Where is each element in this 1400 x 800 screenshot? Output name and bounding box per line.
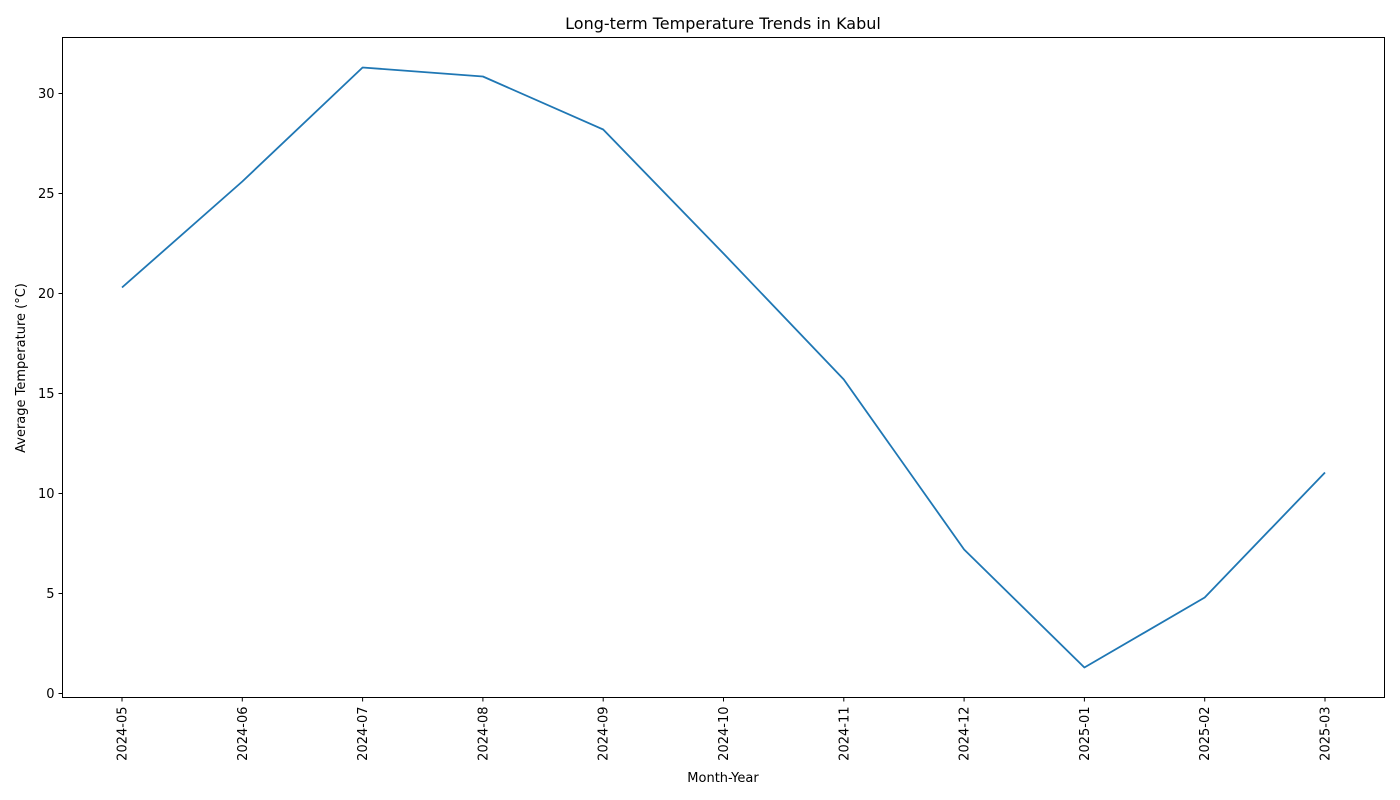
x-axis-label: Month-Year bbox=[687, 771, 759, 786]
x-axis-ticks: 2024-05 2024-06 2024-07 2024-08 2024-09 2024-… bbox=[116, 697, 1334, 761]
x-tick-label: 2024-10 bbox=[717, 707, 732, 761]
y-tick-label: 25 bbox=[38, 187, 55, 202]
y-tick-label: 5 bbox=[46, 587, 54, 602]
x-tick-label: 2024-11 bbox=[837, 707, 852, 761]
x-tick-label: 2025-01 bbox=[1078, 707, 1093, 761]
y-tick-label: 20 bbox=[38, 287, 55, 302]
y-tick-label: 15 bbox=[38, 387, 55, 402]
series-group bbox=[121, 66, 1326, 669]
y-tick-label: 30 bbox=[38, 87, 55, 102]
x-tick-label: 2024-08 bbox=[476, 707, 491, 761]
x-tick-label: 2025-03 bbox=[1319, 707, 1334, 761]
plot-frame bbox=[62, 37, 1385, 698]
y-axis-label: Average Temperature (°C) bbox=[14, 283, 29, 453]
x-tick-label: 2024-09 bbox=[597, 707, 612, 761]
chart-title: Long-term Temperature Trends in Kabul bbox=[565, 14, 881, 33]
y-tick-label: 0 bbox=[46, 687, 54, 702]
x-tick-label: 2024-07 bbox=[356, 707, 371, 761]
y-tick-label: 10 bbox=[38, 487, 55, 502]
x-tick-label: 2025-02 bbox=[1198, 707, 1213, 761]
x-tick-label: 2024-05 bbox=[116, 707, 131, 761]
series-line bbox=[121, 66, 1326, 669]
y-axis-ticks: 0 5 10 15 20 25 30 bbox=[38, 87, 63, 702]
x-tick-label: 2024-06 bbox=[236, 707, 251, 761]
x-tick-label: 2024-12 bbox=[958, 707, 973, 761]
